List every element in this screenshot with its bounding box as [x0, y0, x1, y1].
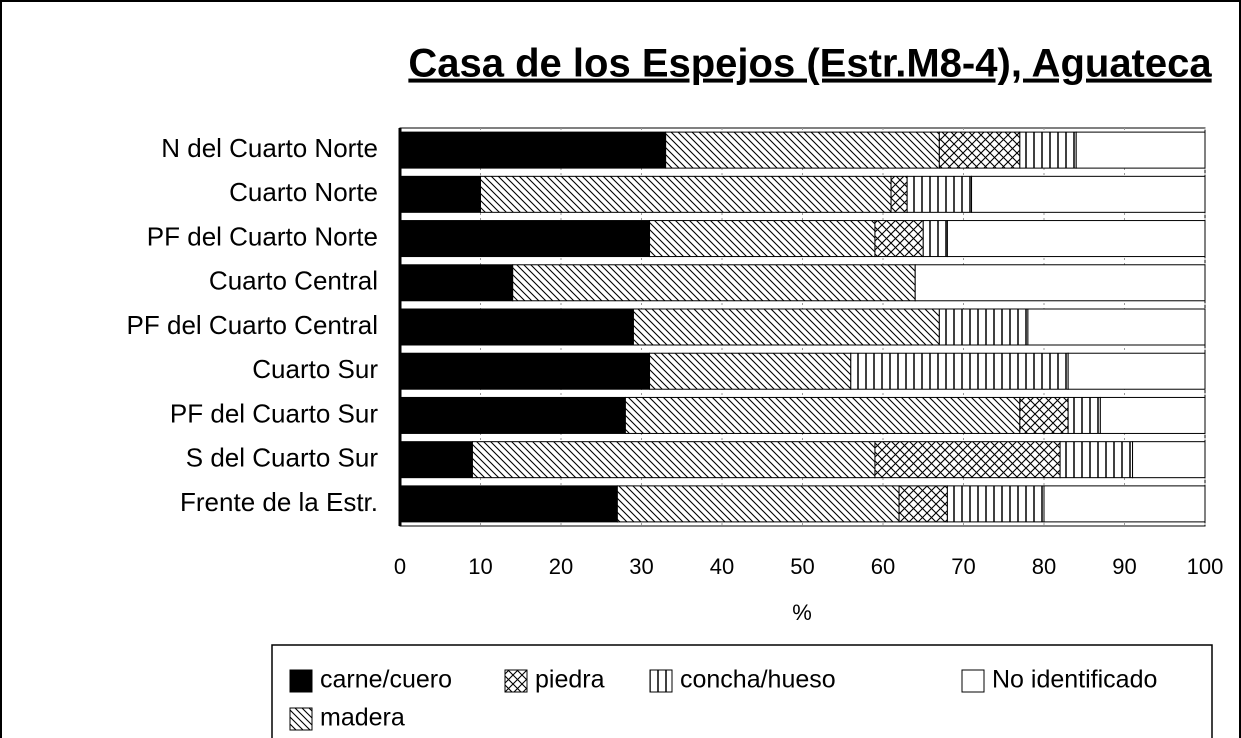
y-tick-label: Cuarto Central [209, 266, 378, 296]
bar-segment [906, 175, 973, 213]
bar-segment [938, 131, 1021, 169]
bar-segment [399, 441, 473, 479]
bar-segment [399, 485, 618, 523]
bar-segment [1043, 485, 1206, 523]
x-tick-label: 80 [1032, 554, 1056, 579]
bar-segment [399, 175, 481, 213]
bar-segment [1019, 131, 1077, 169]
bar-segment [616, 485, 900, 523]
bar-segment [1067, 352, 1206, 390]
legend-label: carne/cuero [320, 666, 452, 694]
bar-segment [471, 441, 876, 479]
bar-segment [1027, 308, 1206, 346]
bar-segment [898, 485, 948, 523]
y-tick-label: S del Cuarto Sur [186, 443, 379, 473]
bar-segment [399, 264, 514, 302]
x-tick-label: 20 [549, 554, 573, 579]
bar-segment [914, 264, 1206, 302]
y-tick-label: PF del Cuarto Central [127, 310, 378, 340]
legend-swatch [961, 669, 985, 693]
bar-segment [971, 175, 1206, 213]
bar-segment [946, 485, 1045, 523]
bar-segment [399, 308, 634, 346]
x-axis-label: % [792, 600, 812, 625]
legend [271, 644, 1213, 738]
bar-segment [399, 396, 626, 434]
x-tick-label: 60 [871, 554, 895, 579]
y-tick-label: PF del Cuarto Sur [170, 398, 378, 428]
bar-segment [938, 308, 1029, 346]
legend-swatch [649, 669, 673, 693]
x-tick-label: 90 [1112, 554, 1136, 579]
bar-segment [649, 352, 852, 390]
x-tick-label: 30 [629, 554, 653, 579]
bar-segment [665, 131, 940, 169]
bar-segment [399, 352, 651, 390]
legend-label: madera [320, 704, 405, 732]
legend-swatch [504, 669, 528, 693]
legend-label: concha/hueso [680, 666, 836, 694]
bar-segment [850, 352, 1069, 390]
bar-segment [399, 131, 667, 169]
legend-swatch [289, 669, 313, 693]
legend-label: piedra [535, 666, 605, 694]
x-tick-label: 0 [394, 554, 406, 579]
bar-segment [399, 220, 651, 258]
x-tick-label: 70 [951, 554, 975, 579]
bar-segment [874, 441, 1061, 479]
x-tick-label: 100 [1187, 554, 1224, 579]
bar-segment [890, 175, 908, 213]
y-tick-label: Cuarto Norte [229, 177, 378, 207]
bar-segment [480, 175, 892, 213]
bar-segment [1132, 441, 1206, 479]
bar-segment [1019, 396, 1069, 434]
legend-swatch [289, 707, 313, 731]
legend-label: No identificado [992, 666, 1157, 694]
bar-segment [922, 220, 948, 258]
bar-segment [632, 308, 940, 346]
y-tick-label: Frente de la Estr. [180, 487, 378, 517]
bar-segment [1067, 396, 1101, 434]
bar-segment [946, 220, 1206, 258]
bar-segment [1099, 396, 1206, 434]
x-tick-label: 40 [710, 554, 734, 579]
bar-segment [624, 396, 1021, 434]
bar-segment [512, 264, 916, 302]
y-tick-label: PF del Cuarto Norte [147, 221, 378, 251]
bar-segment [1075, 131, 1206, 169]
bar-segment [649, 220, 876, 258]
x-tick-label: 50 [790, 554, 814, 579]
y-tick-label: N del Cuarto Norte [161, 133, 378, 163]
y-tick-label: Cuarto Sur [252, 354, 378, 384]
x-tick-label: 10 [468, 554, 492, 579]
chart-title: Casa de los Espejos (Estr.M8-4), Aguatec… [408, 42, 1212, 86]
bar-segment [874, 220, 924, 258]
bar-segment [1059, 441, 1134, 479]
